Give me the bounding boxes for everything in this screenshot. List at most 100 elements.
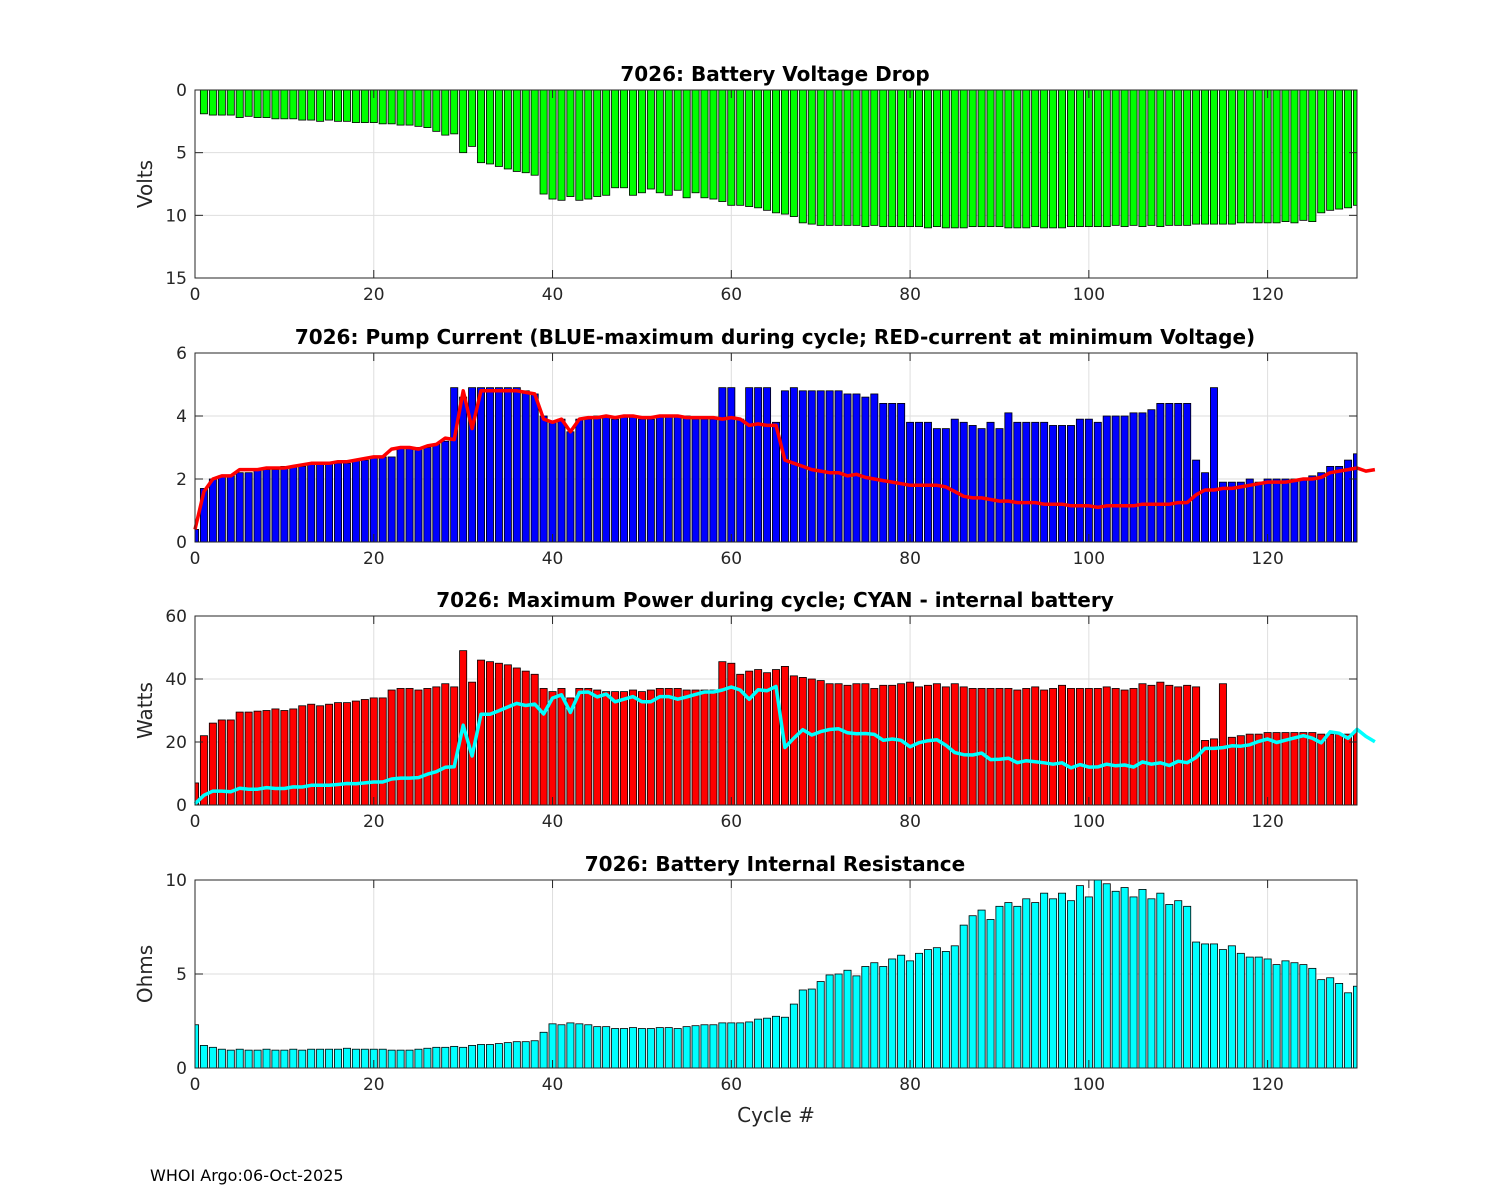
x-tick-label: 0 (190, 549, 201, 569)
bar (763, 672, 772, 806)
bar (1147, 409, 1156, 543)
bar (637, 691, 646, 806)
bar (664, 89, 673, 196)
bar (1281, 732, 1290, 806)
x-tick-label: 80 (899, 812, 921, 832)
bar (194, 529, 199, 543)
bar (1004, 89, 1013, 229)
chart-title: 7026: Pump Current (BLUE-maximum during … (295, 325, 1255, 349)
bar (1129, 688, 1138, 806)
bar (1066, 425, 1075, 543)
bar (1004, 902, 1013, 1069)
bar (682, 415, 691, 543)
bar (1120, 689, 1129, 806)
bar (1156, 892, 1165, 1069)
bar (1147, 898, 1156, 1069)
bar (316, 705, 325, 806)
bar (1165, 402, 1174, 543)
bar (1272, 964, 1281, 1069)
bar (289, 708, 298, 806)
bar (691, 89, 700, 194)
bar (539, 415, 548, 543)
bar (780, 89, 789, 215)
bar (530, 89, 539, 176)
bar (1138, 412, 1147, 543)
bar (950, 418, 959, 543)
bar (369, 697, 378, 806)
bar (459, 89, 468, 154)
bar (1075, 418, 1084, 543)
bar (1093, 879, 1102, 1069)
bar (807, 988, 816, 1069)
bar (1317, 472, 1326, 543)
bar (843, 969, 852, 1069)
bar (307, 89, 316, 121)
bar (253, 1049, 262, 1069)
bar (1147, 684, 1156, 806)
bar (414, 689, 423, 806)
subplot-4: 0 20 40 60 80 100 120 0 5 10 7026: Battery Interna… (133, 852, 1358, 1127)
bar (861, 966, 870, 1069)
bar (709, 1024, 718, 1069)
x-tick-label: 100 (1073, 285, 1105, 305)
bar (387, 456, 396, 543)
bar (1201, 943, 1210, 1069)
bar (727, 387, 736, 543)
bar (745, 1021, 754, 1069)
bar (351, 700, 360, 806)
bar (1120, 887, 1129, 1069)
bar (575, 418, 584, 543)
bar (932, 683, 941, 806)
bar (1290, 732, 1299, 806)
bar (959, 924, 968, 1069)
bar (611, 691, 620, 806)
bar (906, 960, 915, 1069)
x-tick-label: 40 (542, 549, 564, 569)
bar (637, 89, 646, 194)
bar (530, 393, 539, 543)
bar (199, 1045, 208, 1069)
bar (780, 1016, 789, 1069)
bar (655, 89, 664, 194)
bar (923, 421, 932, 543)
bar (986, 919, 995, 1069)
bar (512, 387, 521, 543)
bar (423, 89, 432, 128)
bar (664, 1027, 673, 1069)
bar (360, 699, 369, 806)
bar (1218, 481, 1227, 543)
bar (584, 1024, 593, 1069)
bar (1281, 960, 1290, 1069)
bar (1156, 681, 1165, 806)
bar (244, 1049, 253, 1069)
bar (217, 475, 226, 543)
bar (754, 387, 763, 543)
bar (1031, 89, 1040, 228)
x-tick-label: 80 (899, 285, 921, 305)
y-tick-label: 10 (165, 871, 187, 891)
bar (1344, 992, 1353, 1069)
bar (1040, 689, 1049, 806)
bar (593, 1026, 602, 1069)
bar (816, 89, 825, 226)
bar (932, 89, 941, 228)
bar (423, 1047, 432, 1069)
bar (986, 688, 995, 806)
bar (1317, 979, 1326, 1069)
bar (450, 89, 459, 135)
bar (888, 684, 897, 806)
bar (208, 478, 217, 543)
bar (977, 428, 986, 543)
bar (226, 1049, 235, 1069)
bar (915, 686, 923, 806)
bar (557, 89, 566, 201)
bar (1281, 89, 1290, 223)
bar (557, 1024, 566, 1069)
y-tick-label: 5 (176, 144, 187, 164)
bar (539, 89, 548, 195)
x-tick-label: 100 (1073, 812, 1105, 832)
bar (1111, 89, 1120, 226)
bar (709, 689, 718, 806)
bar (575, 89, 584, 201)
bar (1022, 688, 1031, 806)
